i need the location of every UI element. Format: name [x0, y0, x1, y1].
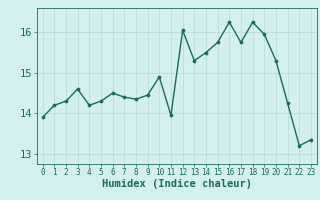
X-axis label: Humidex (Indice chaleur): Humidex (Indice chaleur) [102, 179, 252, 189]
